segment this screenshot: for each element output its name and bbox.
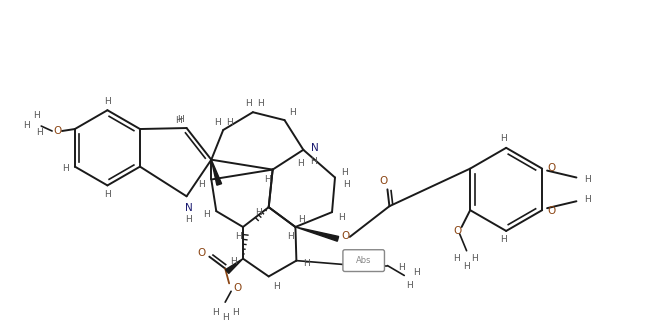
Text: H: H bbox=[287, 232, 294, 241]
Text: H: H bbox=[273, 282, 280, 291]
Text: H: H bbox=[256, 208, 262, 217]
Text: H: H bbox=[454, 254, 460, 263]
Text: H: H bbox=[584, 175, 591, 184]
Text: H: H bbox=[463, 262, 470, 271]
Text: N: N bbox=[185, 203, 193, 213]
FancyBboxPatch shape bbox=[343, 250, 385, 272]
Text: H: H bbox=[235, 232, 242, 241]
Text: H: H bbox=[104, 97, 111, 106]
Text: H: H bbox=[298, 214, 304, 224]
Text: H: H bbox=[303, 259, 310, 268]
Text: H: H bbox=[63, 164, 70, 173]
Text: H: H bbox=[222, 313, 229, 321]
Text: H: H bbox=[264, 175, 271, 184]
Text: H: H bbox=[413, 268, 419, 277]
Text: H: H bbox=[175, 116, 182, 125]
Text: H: H bbox=[406, 281, 413, 290]
Text: N: N bbox=[311, 143, 319, 153]
Text: H: H bbox=[343, 180, 351, 189]
Text: H: H bbox=[229, 257, 236, 266]
Text: H: H bbox=[246, 99, 252, 108]
Text: H: H bbox=[500, 134, 506, 144]
Text: O: O bbox=[547, 206, 555, 216]
Text: O: O bbox=[197, 248, 205, 258]
Text: O: O bbox=[53, 126, 61, 136]
Text: H: H bbox=[231, 307, 238, 317]
Text: H: H bbox=[23, 121, 29, 130]
Text: O: O bbox=[342, 231, 350, 241]
Text: H: H bbox=[297, 159, 304, 168]
Text: O: O bbox=[233, 283, 241, 293]
Text: H: H bbox=[212, 307, 219, 317]
Text: H: H bbox=[185, 214, 192, 224]
Polygon shape bbox=[225, 259, 243, 273]
Text: O: O bbox=[547, 163, 555, 173]
Text: H: H bbox=[225, 118, 233, 127]
Text: H: H bbox=[258, 99, 264, 108]
Text: H: H bbox=[398, 263, 405, 272]
Text: H: H bbox=[289, 108, 296, 117]
Text: H: H bbox=[177, 115, 184, 124]
Text: Abs: Abs bbox=[356, 256, 371, 265]
Polygon shape bbox=[211, 160, 221, 185]
Polygon shape bbox=[296, 227, 339, 241]
Text: O: O bbox=[379, 177, 387, 187]
Text: H: H bbox=[198, 180, 205, 189]
Text: H: H bbox=[214, 118, 221, 127]
Text: H: H bbox=[584, 195, 591, 204]
Text: H: H bbox=[500, 235, 506, 244]
Text: H: H bbox=[339, 213, 345, 222]
Text: H: H bbox=[310, 157, 316, 166]
Text: H: H bbox=[471, 254, 478, 263]
Text: H: H bbox=[36, 129, 43, 137]
Text: H: H bbox=[33, 111, 39, 120]
Text: O: O bbox=[454, 226, 462, 236]
Text: H: H bbox=[104, 190, 111, 199]
Text: H: H bbox=[341, 168, 349, 177]
Text: H: H bbox=[203, 210, 210, 219]
